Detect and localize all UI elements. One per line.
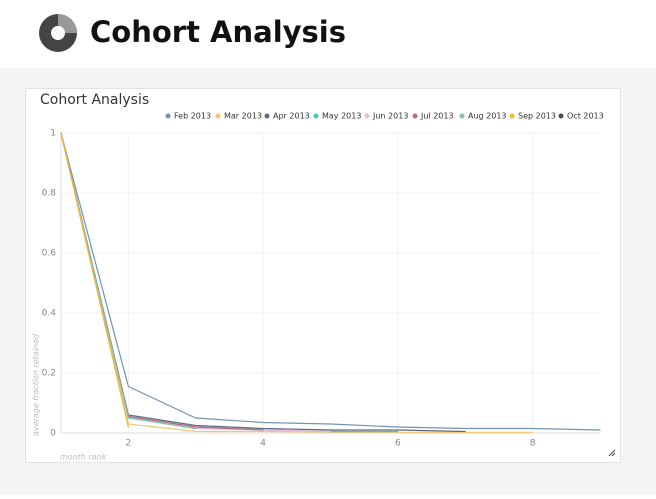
legend-swatch [364, 113, 370, 119]
y-tick-label: 0.4 [42, 309, 57, 319]
legend-label: Feb 2013 [174, 112, 211, 121]
series-line [60, 132, 129, 428]
legend-label: Sep 2013 [518, 112, 556, 121]
legend-swatch [313, 113, 319, 119]
legend-swatch [165, 113, 171, 119]
x-tick-label: 2 [126, 439, 132, 449]
logo [39, 14, 77, 52]
y-tick-label: 0.2 [42, 369, 56, 379]
y-axis-label: average fraction retained [32, 333, 41, 436]
x-tick-label: 6 [395, 439, 401, 449]
x-axis-label: month rank [60, 453, 107, 462]
series-line [60, 132, 197, 430]
y-tick-label: 0 [50, 429, 56, 439]
series-line [60, 132, 534, 433]
legend-label: May 2013 [322, 112, 361, 121]
x-tick-label: 8 [530, 439, 536, 449]
resize-handle [608, 449, 616, 457]
chart-title: Cohort Analysis [40, 92, 149, 108]
y-tick-label: 1 [50, 129, 56, 139]
legend-label: Jun 2013 [372, 112, 408, 121]
x-tick-label: 4 [260, 439, 266, 449]
legend-label: Apr 2013 [273, 112, 310, 121]
legend-label: Oct 2013 [567, 112, 604, 121]
page-title: Cohort Analysis [90, 15, 346, 49]
legend-label: Aug 2013 [468, 112, 507, 121]
series-line [60, 132, 601, 431]
legend-swatch [459, 113, 465, 119]
legend-swatch [558, 113, 564, 119]
legend-label: Jul 2013 [420, 112, 454, 121]
legend-swatch [509, 113, 515, 119]
y-tick-label: 0.6 [42, 249, 57, 259]
legend-swatch [412, 113, 418, 119]
legend-swatch [264, 113, 270, 119]
chart-card [25, 88, 621, 463]
legend-label: Mar 2013 [224, 112, 262, 121]
y-tick-label: 0.8 [42, 189, 57, 199]
legend-swatch [215, 113, 221, 119]
